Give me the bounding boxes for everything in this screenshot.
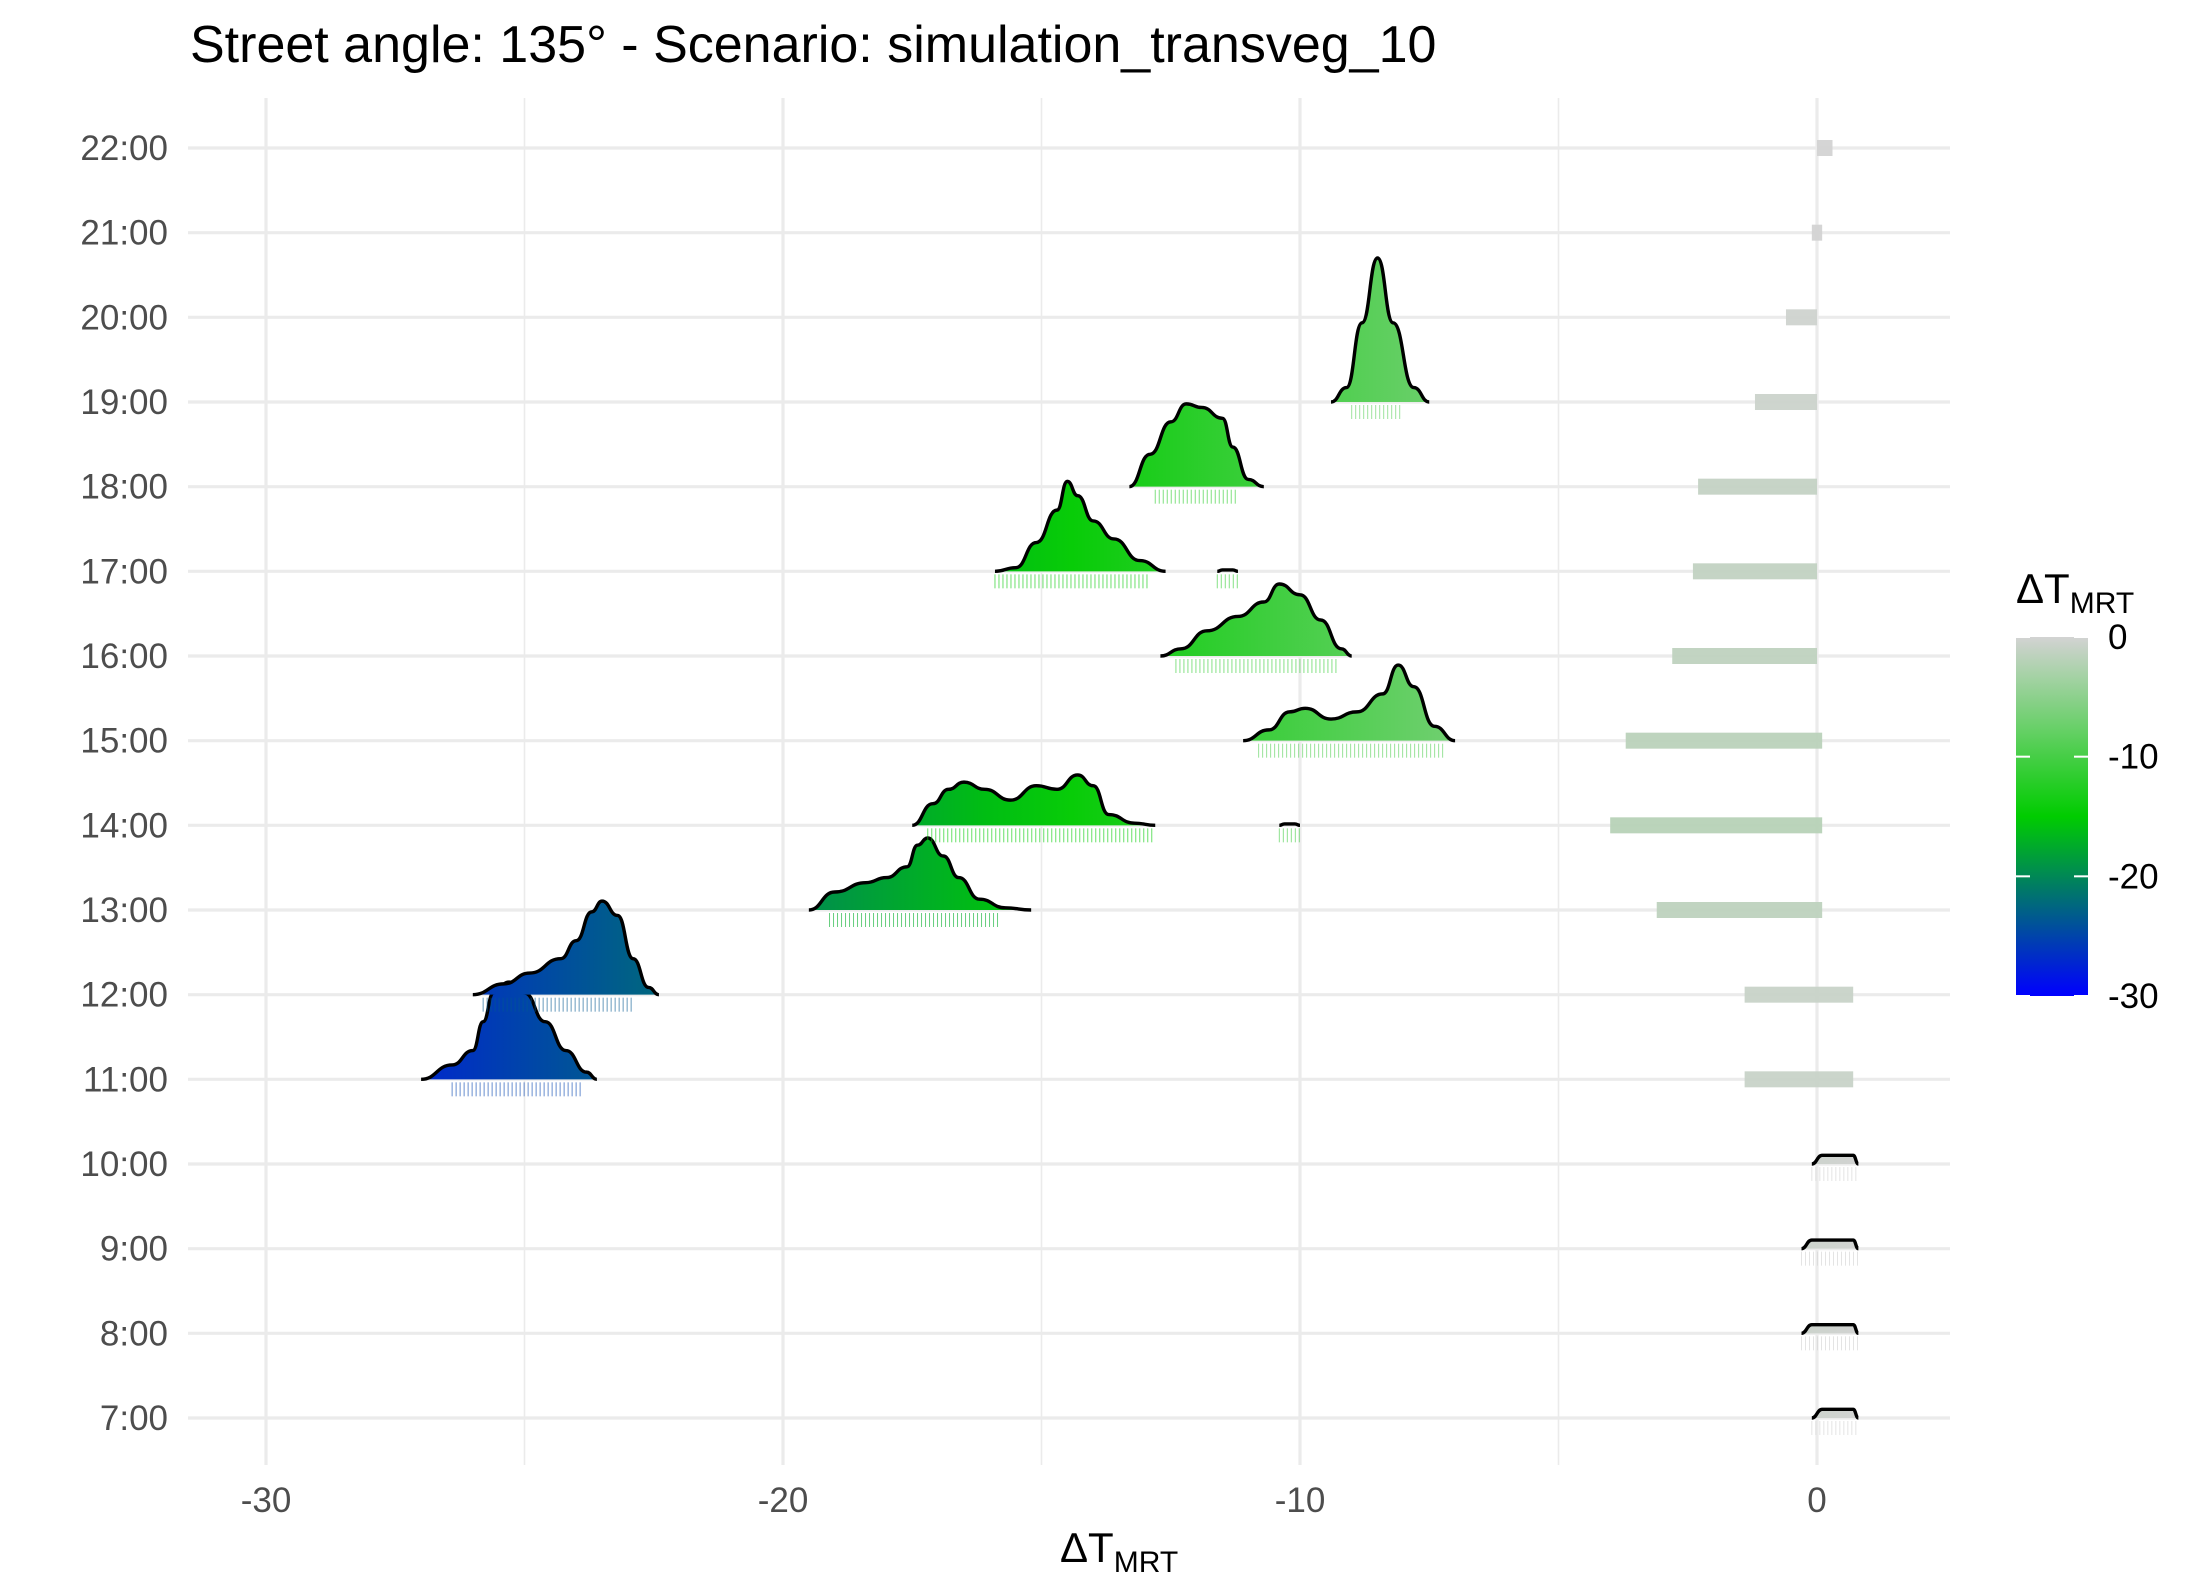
ridge-area	[1801, 1324, 1859, 1334]
ridge-bar	[1610, 817, 1823, 834]
x-tick-label: -10	[1275, 1481, 1326, 1520]
ridge-area	[1331, 258, 1430, 402]
y-tick-label: 11:00	[83, 1060, 168, 1099]
ridge-area	[1129, 403, 1264, 487]
y-tick-labels: 7:00 8:00 9:00 10:00 11:00 12:00 13:00 14:00 15:…	[80, 129, 168, 1438]
ridge-area	[472, 901, 659, 995]
y-tick-label: 14:00	[80, 806, 168, 845]
ridge-bar	[1656, 902, 1823, 918]
legend-colorbar	[2016, 637, 2088, 996]
ridge-line	[1217, 568, 1239, 574]
x-axis-title-base: ΔT	[1060, 1524, 1114, 1571]
ridge-bar	[1692, 563, 1817, 580]
legend-tick-label: -10	[2108, 738, 2159, 777]
legend-tick-label: 0	[2108, 618, 2127, 657]
ridge-line	[1330, 256, 1430, 404]
y-tick-label: 20:00	[80, 298, 168, 337]
y-tick-label: 15:00	[80, 722, 168, 761]
legend-tick-label: -20	[2108, 857, 2159, 896]
ridge-line	[1801, 1238, 1860, 1251]
legend-title: ΔTMRT	[2016, 565, 2134, 620]
ridge-area	[808, 838, 1032, 910]
rugs	[451, 405, 1858, 1435]
ridges	[420, 140, 1860, 1420]
ridge-bar	[1754, 394, 1817, 410]
ridge-line	[1801, 1322, 1860, 1336]
x-tick-label: -30	[241, 1481, 292, 1520]
ridge-line	[472, 899, 660, 997]
y-tick-label: 9:00	[100, 1230, 168, 1269]
ridge-area	[994, 481, 1166, 572]
ridge-bar	[1744, 1071, 1854, 1088]
chart-title: Street angle: 135° - Scenario: simulatio…	[190, 16, 1436, 74]
ridge-line	[994, 479, 1166, 574]
legend-tick-label: -30	[2108, 977, 2159, 1016]
ridge-bar	[1817, 140, 1833, 156]
y-tick-label: 10:00	[80, 1145, 168, 1184]
y-tick-label: 22:00	[80, 129, 168, 168]
x-tick-label: 0	[1807, 1481, 1826, 1520]
legend-title-subscript: MRT	[2070, 587, 2134, 620]
x-axis-title-subscript: MRT	[1114, 1546, 1178, 1579]
y-tick-label: 21:00	[80, 214, 168, 253]
color-legend: ΔTMRT 0 -10 -20 -30	[2016, 565, 2159, 1016]
legend-title-base: ΔT	[2016, 565, 2070, 612]
ridge-line	[1128, 402, 1264, 489]
y-tick-label: 19:00	[80, 383, 168, 422]
ridge-area	[1801, 1240, 1859, 1249]
ridge-area	[1243, 665, 1456, 741]
x-axis-title: ΔTMRT	[1060, 1524, 1178, 1579]
legend-ticks: 0 -10 -20 -30	[2016, 618, 2159, 1016]
y-tick-label: 16:00	[80, 637, 168, 676]
y-tick-label: 8:00	[100, 1314, 168, 1353]
ridge-bar	[1785, 309, 1817, 326]
ridge-line	[1160, 582, 1352, 658]
ridge-line	[1811, 1153, 1860, 1166]
y-tick-label: 17:00	[80, 552, 168, 591]
x-tick-label: -20	[758, 1481, 809, 1520]
ridge-area	[1811, 1155, 1859, 1164]
y-tick-label: 7:00	[100, 1399, 168, 1438]
ridge-line	[1279, 822, 1301, 828]
ridge-bar	[1744, 986, 1854, 1003]
x-tick-labels: -30 -20 -10 0	[241, 1481, 1827, 1520]
ridge-area	[1811, 1409, 1859, 1418]
ridge-area	[1160, 584, 1352, 656]
ridge-bar	[1811, 224, 1823, 241]
ridge-bar	[1672, 648, 1817, 664]
y-tick-label: 13:00	[80, 891, 168, 930]
y-tick-label: 18:00	[80, 468, 168, 507]
ridge-line	[1242, 663, 1456, 743]
ridge-line	[911, 773, 1156, 828]
ridge-line	[1811, 1407, 1860, 1420]
y-tick-label: 12:00	[80, 976, 168, 1015]
ridge-line	[808, 836, 1032, 912]
ridge-bar	[1698, 478, 1817, 495]
ridge-bar	[1625, 732, 1823, 749]
